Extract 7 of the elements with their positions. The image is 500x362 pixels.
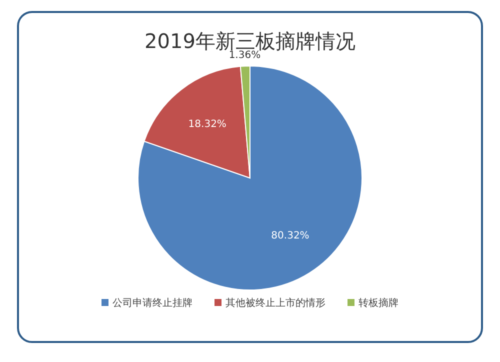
data-label: 1.36% — [228, 50, 261, 62]
legend-label: 其他被终止上市的情形 — [226, 297, 326, 309]
legend-label: 公司申请终止挂牌 — [112, 297, 192, 309]
data-label: 80.32% — [271, 230, 310, 242]
data-label: 18.32% — [188, 119, 226, 130]
pie-slice — [138, 66, 362, 290]
legend-label: 转板摘牌 — [358, 297, 398, 309]
